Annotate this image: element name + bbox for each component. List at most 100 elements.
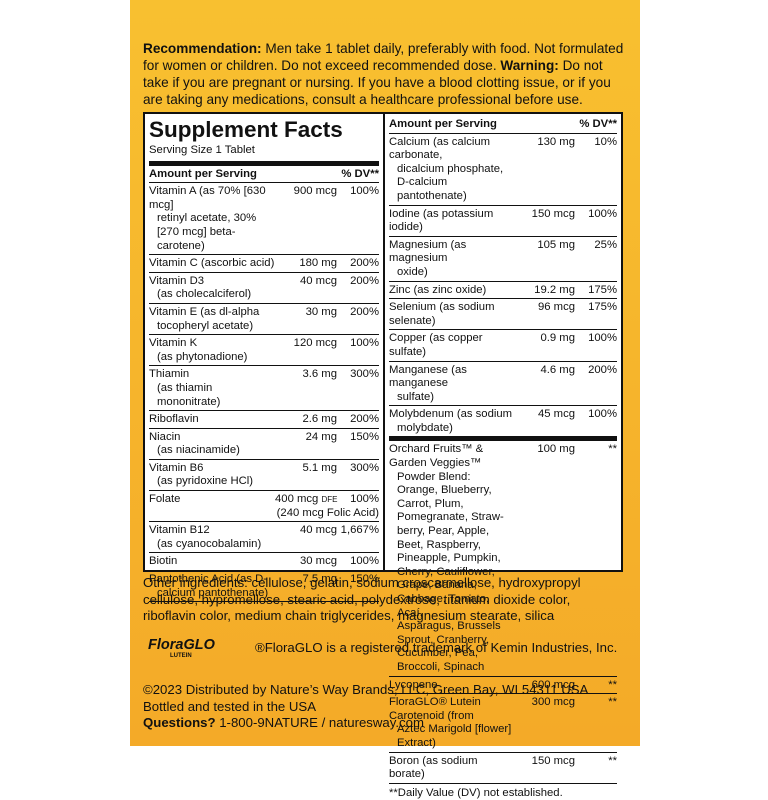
amount: 2.6 mg: [275, 413, 337, 427]
fact-row: Vitamin D3 (as cholecalciferol) 40 mcg 200%: [149, 273, 379, 304]
amount-value: 400 mcg: [275, 493, 319, 506]
fact-row: Boron (as sodium borate) 150 mcg **: [389, 753, 617, 784]
fact-row: Selenium (as sodium selenate) 96 mcg 175%: [389, 299, 617, 331]
daily-value: 100%: [588, 408, 617, 421]
amount: 3.6 mg: [275, 368, 337, 409]
amount: 150 mcg: [513, 755, 575, 782]
name-line: tocopheryl acetate): [157, 319, 254, 332]
fact-row: Vitamin B12 (as cyanocobalamin) 40 mcg 1,66…: [149, 522, 379, 554]
fact-row: Folate 400 mcg DFE 100%: [149, 493, 379, 507]
amount-value: 24 mg: [305, 430, 337, 443]
amount-value: 30 mg: [305, 305, 337, 318]
nutrient-name: Boron (as sodium borate): [389, 755, 513, 782]
name-line: Iodine (as potassium iodide): [389, 207, 494, 234]
nutrient-name: Vitamin A (as 70% [630 mcg] retinyl aceta…: [149, 185, 275, 253]
amount-value: 40 mcg: [299, 524, 337, 537]
amount: 96 mcg: [513, 301, 575, 328]
header-dv: % DV**: [341, 167, 379, 180]
name-line: Pineapple, Pumpkin, Cherry, Cauliflower,: [397, 552, 501, 578]
amount-value: 0.9 mg: [540, 332, 575, 345]
name-line: Calcium (as calcium carbonate,: [389, 135, 491, 162]
amount: 19.2 mg: [513, 284, 575, 298]
footnote: **Daily Value (DV) not established.: [389, 786, 563, 799]
nutrient-name: FloraGLO® Lutein Carotenoid (from Aztec M…: [389, 696, 513, 750]
amount-value: 3.6 mg: [302, 368, 337, 381]
amount-value: 150 mcg: [531, 754, 575, 767]
fact-row: Molybdenum (as sodium molybdate) 45 mcg 100…: [389, 406, 617, 436]
daily-value: 200%: [588, 363, 617, 376]
daily-value: 175%: [588, 283, 617, 296]
daily-value: 200%: [350, 305, 379, 318]
nutrient-name: Calcium (as calcium carbonate, dicalcium …: [389, 136, 513, 204]
daily-value: 100%: [350, 337, 379, 350]
amount-value: 130 mg: [537, 135, 575, 148]
daily-value: 300%: [350, 368, 379, 381]
nutrient-name: Manganese (as manganese sulfate): [389, 364, 513, 405]
amount-value: 96 mcg: [537, 301, 575, 314]
amount: 30 mg: [275, 306, 337, 333]
daily-value: 100%: [350, 555, 379, 568]
logo: FloraGLO: [148, 637, 215, 653]
name-line: oxide): [397, 265, 428, 278]
warning-text: Do not take if you are pregnant or nursi…: [143, 58, 611, 107]
footer-line: Bottled and tested in the USA: [143, 698, 317, 714]
amount: 105 mg: [513, 239, 575, 280]
amount-value: 2.6 mg: [302, 413, 337, 426]
name-line: (as thiamin mononitrate): [157, 381, 221, 408]
name-line: Orchard Fruits™ & Garden Veggies™: [389, 443, 484, 470]
nutrient-name: Vitamin B6 (as pyridoxine HCl): [149, 462, 275, 489]
name-line: D-calcium pantothenate): [397, 176, 467, 202]
supplement-facts: Supplement Facts Serving Size 1 Tablet A…: [143, 112, 623, 799]
fact-row: Niacin (as niacinamide) 24 mg 150%: [149, 429, 379, 460]
nutrient-name: Zinc (as zinc oxide): [389, 284, 513, 298]
amount-value: 105 mg: [537, 238, 575, 251]
fact-row: Vitamin B6 (as pyridoxine HCl) 5.1 mg 300%: [149, 460, 379, 492]
name-line: Copper (as copper sulfate): [389, 332, 483, 358]
name-line: Vitamin B6: [149, 461, 204, 474]
rec-text: Men take 1 tablet daily, preferably with…: [143, 41, 624, 73]
daily-value: 1,667%: [340, 524, 379, 537]
fact-row: Calcium (as calcium carbonate, dicalcium …: [389, 134, 617, 206]
name-line: (as cyanocobalamin): [157, 537, 262, 550]
name-line: Vitamin A (as 70% [630 mcg]: [149, 185, 266, 211]
daily-value: **: [608, 678, 617, 691]
name-line: Vitamin K: [149, 337, 198, 350]
footer: ©2023 Distributed by Nature’s Way Brands…: [143, 682, 588, 732]
daily-value: 100%: [588, 207, 617, 220]
amount: 100 mg: [513, 443, 575, 674]
daily-value: 100%: [588, 332, 617, 345]
name-line: Riboflavin: [149, 413, 199, 426]
recommendation: Recommendation: Men take 1 tablet daily,…: [143, 40, 628, 108]
fact-row: Magnesium (as magnesium oxide) 105 mg 25%: [389, 237, 617, 282]
name-line: Carrot, Plum, Pomegranate, Straw-: [397, 497, 504, 524]
nutrient-name: Orchard Fruits™ & Garden Veggies™ Powder …: [389, 443, 513, 674]
amount-value: 5.1 mg: [302, 461, 337, 474]
daily-value: 100%: [350, 493, 379, 506]
amount: 40 mcg: [275, 524, 337, 551]
nutrient-name: Lycopene: [389, 679, 513, 693]
page: Recommendation: Men take 1 tablet daily,…: [130, 0, 640, 799]
trademark-text: ®FloraGLO is a registered trademark of K…: [255, 640, 618, 655]
name-line: Biotin: [149, 555, 178, 568]
name-line: Vitamin B12: [149, 524, 210, 537]
daily-value: 200%: [350, 274, 379, 287]
amount: 130 mg: [513, 136, 575, 204]
name-line: Lycopene: [389, 678, 438, 691]
amount: 180 mg: [275, 257, 337, 271]
name-line: calcium pantothenate): [157, 586, 269, 599]
nutrient-name: Molybdenum (as sodium molybdate): [389, 408, 513, 435]
amount-note: (240 mcg Folic Acid): [276, 506, 379, 519]
header: Amount per Serving % DV**: [389, 114, 617, 134]
daily-value: 175%: [588, 301, 617, 314]
fact-row: Manganese (as manganese sulfate) 4.6 mg 200…: [389, 362, 617, 407]
name-line: Cucumber, Pea, Broccoli, Spinach: [397, 647, 485, 673]
amount-value: 45 mcg: [537, 408, 575, 421]
amount: 40 mcg: [275, 275, 337, 302]
warning-label: Warning:: [500, 58, 559, 73]
amount-value: 180 mg: [299, 257, 337, 270]
nutrient-name: Folate: [149, 493, 275, 507]
name-line: (as pyridoxine HCl): [157, 475, 254, 488]
nutrient-name: Vitamin C (ascorbic acid): [149, 257, 275, 271]
daily-value: **: [608, 443, 617, 456]
nutrient-name: Selenium (as sodium selenate): [389, 301, 513, 328]
